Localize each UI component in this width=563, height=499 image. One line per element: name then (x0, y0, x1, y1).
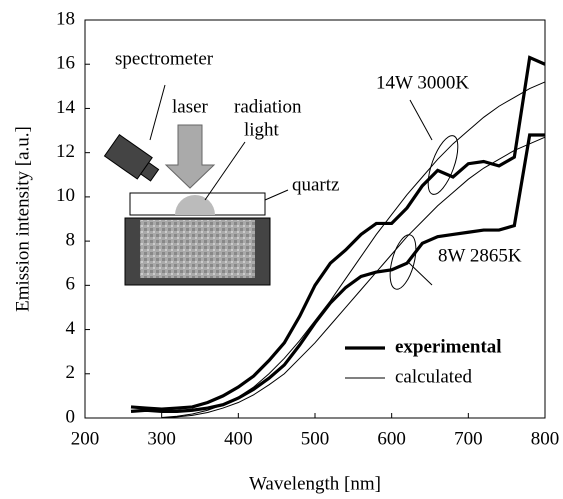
series-line (130, 133, 545, 413)
y-tick-label: 18 (56, 8, 75, 29)
series-line (161, 136, 546, 419)
inset-label: radiation (234, 96, 302, 117)
annotation: 8W 2865K (438, 245, 522, 266)
inset-diagram (103, 84, 289, 286)
inset-label: spectrometer (115, 48, 214, 69)
annotation-line (409, 99, 433, 141)
annotation: 14W 3000K (376, 72, 469, 93)
x-tick-label: 600 (377, 428, 406, 449)
y-axis-label: Emission intensity [a.u.] (12, 126, 33, 312)
x-axis-label: Wavelength [nm] (249, 473, 381, 494)
x-tick-label: 500 (301, 428, 330, 449)
y-tick-label: 16 (56, 53, 75, 74)
y-tick-label: 0 (66, 406, 76, 427)
x-tick-label: 700 (454, 428, 483, 449)
series-line (161, 81, 546, 419)
legend-label: calculated (395, 366, 473, 387)
y-tick-label: 4 (66, 318, 76, 339)
y-tick-label: 10 (56, 185, 75, 206)
inset-label: laser (172, 96, 209, 117)
x-tick-label: 300 (147, 428, 176, 449)
x-tick-label: 800 (531, 428, 560, 449)
y-tick-label: 8 (66, 229, 76, 250)
annotation-ellipse (427, 135, 459, 195)
annotation-line (407, 261, 433, 286)
x-tick-label: 400 (224, 428, 253, 449)
y-tick-label: 2 (66, 362, 76, 383)
y-tick-label: 12 (56, 141, 75, 162)
x-tick-label: 200 (71, 428, 100, 449)
y-tick-label: 14 (56, 97, 76, 118)
annotation-ellipse (389, 234, 417, 290)
y-tick-label: 6 (66, 274, 76, 295)
inset-label: light (244, 119, 280, 140)
series-line (130, 55, 546, 411)
inset-label: quartz (292, 174, 339, 195)
legend-label: experimental (395, 336, 502, 357)
